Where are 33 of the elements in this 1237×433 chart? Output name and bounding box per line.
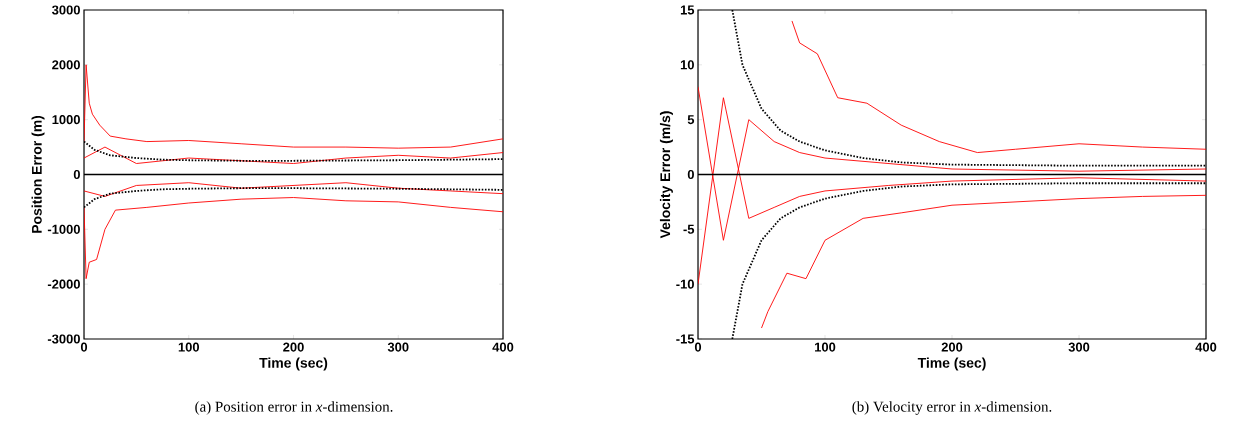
x-tick-label: 0	[80, 342, 88, 352]
y-tick-label: 5	[687, 115, 695, 125]
x-tick-label: 200	[941, 342, 963, 352]
y-tick-label: -3000	[47, 334, 80, 344]
line-series	[791, 20, 1207, 153]
line-series	[84, 64, 504, 149]
text: (a) Position error in x-dimension.	[195, 401, 393, 415]
y-tick-label: 15	[680, 5, 695, 15]
x-tick-label: 300	[1068, 342, 1090, 352]
y-axis-title: Position Error (m)	[31, 115, 45, 233]
x-tick-label: 100	[815, 342, 836, 352]
text: (b) Velocity error in x-dimension.	[852, 401, 1052, 415]
y-tick-label: -2000	[47, 279, 80, 289]
y-tick-label: 1000	[52, 115, 80, 125]
y-tick-label: 2000	[52, 60, 80, 70]
y-tick-label: 0	[73, 169, 80, 180]
y-tick-label: -1000	[47, 224, 80, 234]
y-tick-label: 0	[687, 169, 694, 180]
x-axis-title: Time (sec)	[259, 357, 328, 371]
x-tick-label: 200	[283, 342, 304, 352]
x-axis-title: Time (sec)	[917, 357, 986, 371]
x-tick-label: 400	[492, 342, 514, 352]
line-series	[84, 197, 504, 280]
y-tick-label: -10	[676, 279, 694, 289]
y-tick-label: -5	[683, 224, 695, 234]
x-tick-label: 0	[694, 342, 702, 352]
x-tick-label: 300	[387, 342, 409, 352]
y-tick-label: 10	[680, 60, 694, 70]
y-axis-title: Velocity Error (m/s)	[659, 111, 673, 239]
y-tick-label: -15	[676, 334, 695, 344]
y-tick-label: 3000	[51, 5, 80, 15]
x-tick-label: 400	[1195, 342, 1217, 352]
x-tick-label: 100	[178, 342, 200, 352]
